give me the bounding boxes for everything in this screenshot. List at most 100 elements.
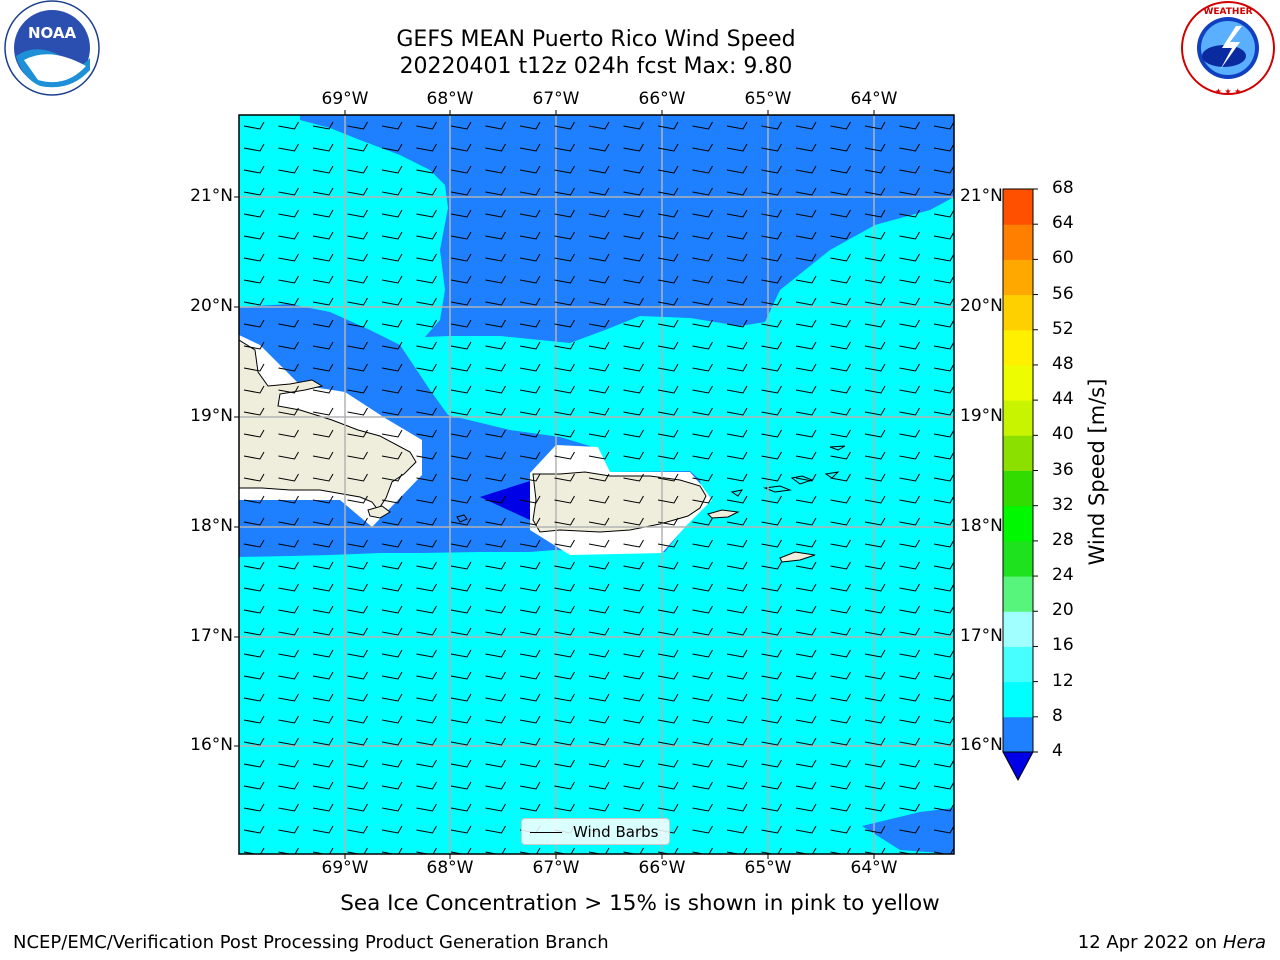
wind-barb — [692, 341, 713, 350]
wind-barb — [450, 165, 472, 174]
wind-barb — [830, 583, 851, 592]
wind-barb — [519, 583, 541, 592]
wind-barb — [657, 561, 679, 570]
wind-barb — [554, 495, 575, 504]
wind-barb — [899, 165, 920, 174]
wind-barb — [726, 297, 748, 306]
wind-barb — [243, 253, 265, 262]
wind-barb — [726, 583, 748, 592]
wind-barb — [830, 539, 851, 548]
wind-barb — [347, 473, 368, 482]
wind-barb — [933, 121, 954, 130]
wind-barb — [761, 627, 782, 636]
wind-barb — [692, 143, 713, 152]
wind-barb — [278, 517, 299, 526]
wind-barb — [450, 759, 472, 768]
wind-barb — [761, 847, 782, 854]
wind-barb — [657, 121, 679, 130]
wind-barb — [899, 143, 920, 152]
wind-barb — [554, 803, 575, 812]
lat-label-left: 19°N — [190, 406, 233, 426]
wind-barb — [623, 407, 644, 416]
wind-barb — [554, 407, 575, 416]
wind-barb — [864, 781, 886, 790]
wind-barb — [485, 451, 506, 460]
wind-barb — [588, 165, 610, 174]
colorbar-tick-label: 52 — [1052, 318, 1074, 339]
wind-barb — [899, 407, 920, 416]
lat-label-right: 17°N — [960, 626, 1003, 646]
colorbar-tick-label: 48 — [1052, 353, 1074, 374]
wind-barb — [312, 341, 334, 350]
wind-barb — [278, 759, 299, 768]
wind-barb — [795, 341, 817, 350]
wind-barb — [416, 649, 437, 658]
wind-barb — [933, 165, 954, 174]
wind-barb — [588, 605, 610, 614]
wind-barb — [347, 363, 368, 372]
wind-barb — [761, 429, 782, 438]
wind-barb — [519, 847, 541, 854]
wind-barb — [485, 407, 506, 416]
land-vieques — [707, 509, 740, 519]
wind-barb — [761, 495, 782, 504]
wind-barb — [381, 759, 403, 768]
wind-barb — [657, 165, 679, 174]
wind-barb — [692, 671, 713, 680]
wind-barb — [899, 297, 920, 306]
wind-barb — [519, 231, 541, 240]
wind-barb — [485, 759, 506, 768]
wind-barb — [761, 187, 782, 196]
wind-barb — [726, 495, 748, 504]
wind-barb — [450, 627, 472, 636]
land-mona-island — [456, 514, 468, 523]
axis-ticks — [234, 110, 875, 859]
wind-barb — [312, 847, 334, 854]
wind-barb — [933, 737, 954, 746]
wind-barb — [795, 275, 817, 284]
wind-barb — [243, 319, 265, 328]
wind-barb — [381, 363, 403, 372]
wind-barb — [450, 187, 472, 196]
wind-barb — [485, 121, 506, 130]
wind-barb — [243, 121, 265, 130]
wind-barb — [381, 583, 403, 592]
wind-barb — [864, 605, 886, 614]
wind-barb — [243, 297, 265, 306]
wind-barb — [795, 517, 817, 526]
wind-barb — [795, 363, 817, 372]
wind-barb — [347, 319, 368, 328]
wind-barb — [726, 671, 748, 680]
wind-barb — [761, 253, 782, 262]
wind-barb — [450, 693, 472, 702]
wind-barb — [278, 121, 299, 130]
wind-barb — [381, 187, 403, 196]
wind-barb — [381, 253, 403, 262]
wind-barb — [312, 429, 334, 438]
wind-barb — [692, 693, 713, 702]
wind-barb — [726, 803, 748, 812]
wind-barb — [519, 495, 541, 504]
wind-barb — [312, 671, 334, 680]
wind-barb — [933, 473, 954, 482]
lat-label-left: 17°N — [190, 626, 233, 646]
wind-barb — [623, 253, 644, 262]
wind-barb — [899, 649, 920, 658]
wind-barb — [416, 539, 437, 548]
lat-label-right: 18°N — [960, 516, 1003, 536]
wind-barb — [485, 671, 506, 680]
wind-barb — [692, 737, 713, 746]
wind-barb — [381, 451, 403, 460]
wind-barb — [416, 693, 437, 702]
wind-barb — [416, 671, 437, 680]
wind-barb — [864, 407, 886, 416]
wind-barb — [933, 297, 954, 306]
wind-barb — [795, 737, 817, 746]
wind-barb — [830, 253, 851, 262]
footer-host: Hera — [1222, 932, 1266, 953]
colorbar-segment — [1003, 470, 1033, 507]
wind-barb — [278, 847, 299, 854]
wind-barb — [312, 275, 334, 284]
wind-barb — [588, 649, 610, 658]
wind-barb — [278, 297, 299, 306]
